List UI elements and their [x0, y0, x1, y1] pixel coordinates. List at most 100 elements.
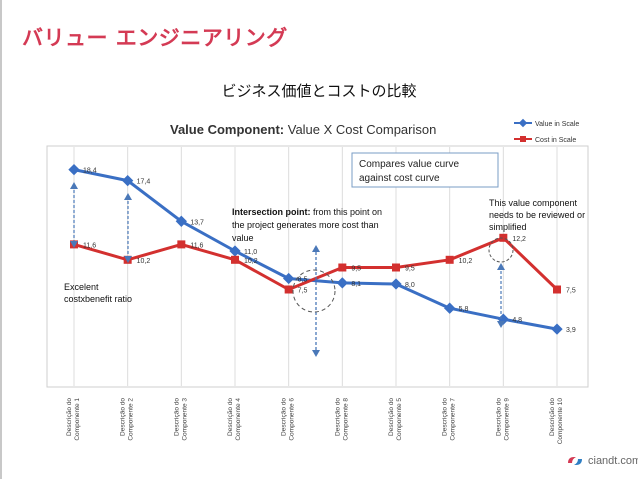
chart-title-bold: Value Component:	[170, 122, 284, 137]
costbenefit-arrow-2-down	[124, 256, 132, 263]
legend-value-marker	[518, 118, 528, 128]
cost-label-7: 9,5	[405, 266, 415, 273]
category-label-4: Descrição do Componente 4	[227, 398, 242, 441]
value-label-3: 13,7	[190, 219, 204, 226]
value-point-5	[283, 272, 295, 285]
category-label-6-line-2: Componente 8	[342, 398, 349, 441]
intersection-text-line-2: the project generates more cost than	[232, 220, 379, 230]
review-arrow-down	[497, 321, 505, 328]
cost-point-3	[177, 240, 186, 249]
category-label-3: Descrição do Componente 3	[173, 398, 188, 441]
category-label-4-line-1: Descrição do	[227, 398, 234, 436]
cost-point-4	[231, 255, 239, 264]
review-text-line-2: needs to be reviewed or	[489, 210, 585, 220]
review-text-line-1: This value component	[489, 198, 578, 208]
brand-logo: ciandt.com	[566, 455, 638, 467]
legend-cost-label: Cost in Scale	[535, 137, 576, 144]
costbenefit-arrow-1-up	[70, 182, 78, 189]
costbenefit-arrow-1-down	[70, 241, 78, 248]
cost-label-5: 7,5	[298, 288, 308, 295]
value-point-3	[175, 215, 187, 227]
compare-annotation: Compares value curve against cost curve	[351, 152, 499, 188]
costbenefit-text-line-1: Excelent	[64, 282, 99, 292]
category-label-7-line-1: Descrição do	[388, 398, 395, 436]
cost-label-8: 10,2	[459, 258, 473, 265]
value-point-4	[229, 245, 241, 257]
category-label-10: Descrição do Componente 10	[549, 398, 564, 445]
category-label-8-line-2: Componente 7	[450, 398, 457, 441]
category-label-4-line-2: Componente 4	[235, 398, 242, 441]
review-circle	[488, 237, 514, 263]
compare-text-line-1: Compares value curve	[359, 159, 459, 170]
cost-label-10: 7,5	[566, 288, 576, 295]
intersection-arrow-down	[312, 350, 320, 357]
category-label-8: Descrição do Componente 7	[442, 398, 457, 441]
intersection-annotation: Intersection point: from this point on t…	[232, 207, 382, 357]
value-point-8	[444, 302, 456, 314]
cost-point-8	[445, 255, 454, 264]
intersection-circle	[292, 269, 336, 313]
category-label-5-line-1: Descrição do	[281, 398, 288, 436]
brand-text: ciandt.com	[588, 455, 638, 467]
category-label-9: Descrição do Componente 9	[495, 398, 510, 441]
value-point-10	[551, 323, 563, 335]
category-label-3-line-2: Componente 3	[181, 398, 188, 441]
chart-title-rest: Value X Cost Comparison	[284, 122, 436, 137]
value-label-10: 3,9	[566, 327, 576, 334]
costbenefit-arrow-2-up	[124, 193, 132, 200]
value-label-1: 18,4	[83, 168, 97, 175]
review-arrow-up	[497, 263, 505, 270]
value-point-7	[390, 278, 402, 290]
brand-mark-icon	[568, 457, 582, 465]
legend-cost-marker	[520, 136, 526, 142]
cost-label-1: 11,6	[83, 242, 96, 249]
category-label-1-line-2: Componente 1	[74, 398, 81, 441]
cost-label-4: 10,2	[244, 258, 258, 265]
category-label-9-line-2: Componente 9	[503, 398, 510, 441]
value-label-5: 8,5	[298, 277, 308, 284]
value-label-9: 4,8	[512, 317, 522, 324]
category-label-10-line-1: Descrição do	[549, 398, 556, 436]
slide-left-rule	[0, 0, 2, 479]
intersection-text-line-1: Intersection point: from this point on	[232, 207, 382, 217]
category-label-6-line-1: Descrição do	[334, 398, 341, 436]
cost-point-7	[392, 263, 400, 272]
value-series-line	[73, 168, 558, 331]
category-label-7-line-2: Componente 5	[396, 398, 403, 441]
cost-point-5	[284, 285, 293, 294]
intersection-text-line-3: value	[232, 233, 254, 243]
intersection-arrow-up	[312, 245, 320, 252]
costbenefit-annotation: Excelent costxbenefit ratio	[64, 182, 132, 304]
cost-label-3: 11,6	[190, 242, 203, 249]
category-label-10-line-2: Componente 10	[557, 398, 564, 445]
category-label-2: Descrição do Componente 2	[120, 398, 135, 441]
value-point-6	[336, 277, 348, 289]
review-text-line-3: simplified	[489, 222, 527, 232]
value-label-7: 8,0	[405, 282, 415, 289]
category-labels: Descrição do Componente 1 Descrição do Comp…	[66, 398, 564, 445]
costbenefit-text-line-2: costxbenefit ratio	[64, 294, 132, 304]
category-label-7: Descrição do Componente 5	[388, 398, 403, 441]
cost-point-10	[553, 285, 561, 294]
value-label-2: 17,4	[137, 179, 151, 186]
category-label-3-line-1: Descrição do	[173, 398, 180, 436]
value-label-6: 8,1	[351, 281, 361, 288]
review-annotation: This value component needs to be reviewe…	[488, 198, 585, 328]
category-label-8-line-1: Descrição do	[442, 398, 449, 436]
intersection-label-rest: from this point on	[311, 207, 383, 217]
category-label-5-line-2: Componente 6	[289, 398, 296, 441]
intersection-label-bold: Intersection point:	[232, 207, 311, 217]
legend-value-label: Value in Scale	[535, 121, 579, 128]
category-label-1-line-1: Descrição do	[66, 398, 73, 436]
category-label-6: Descrição do Componente 8	[334, 398, 349, 441]
compare-box	[351, 152, 499, 188]
category-label-9-line-1: Descrição do	[495, 398, 502, 436]
category-label-5: Descrição do Componente 6	[281, 398, 296, 441]
compare-text-line-2: against cost curve	[359, 173, 440, 184]
category-label-1: Descrição do Componente 1	[66, 398, 81, 441]
value-label-4: 11,0	[244, 249, 257, 256]
chart-legend: Value in Scale Cost in Scale	[514, 118, 579, 144]
slide-subtitle: ビジネス価値とコストの比較	[221, 82, 417, 100]
category-label-2-line-1: Descrição do	[120, 398, 127, 436]
